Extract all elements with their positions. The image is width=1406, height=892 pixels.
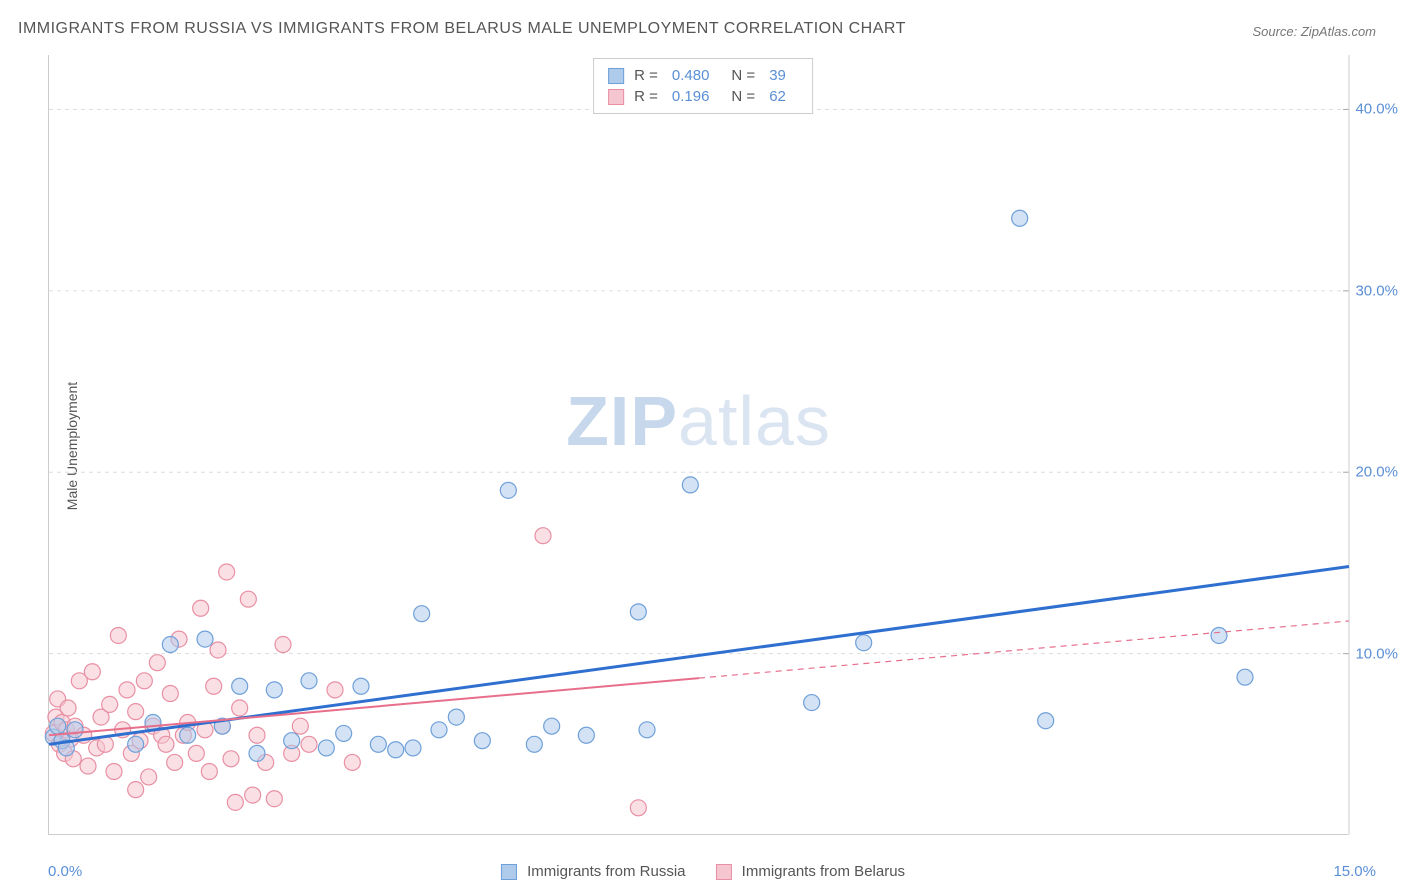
bottom-legend: Immigrants from Russia Immigrants from B… [501, 863, 905, 880]
stats-legend-box: R = 0.480 N = 39 R = 0.196 N = 62 [593, 58, 813, 114]
legend-item-belarus: Immigrants from Belarus [716, 863, 906, 880]
y-tick-label: 20.0% [1355, 464, 1398, 481]
legend-label-belarus: Immigrants from Belarus [742, 863, 905, 880]
swatch-belarus-icon [716, 864, 732, 880]
n-value-belarus: 62 [769, 88, 786, 105]
r-label: R = [634, 88, 658, 105]
legend-item-russia: Immigrants from Russia [501, 863, 686, 880]
n-value-russia: 39 [769, 67, 786, 84]
x-tick-min: 0.0% [48, 863, 82, 880]
source-label: Source: ZipAtlas.com [1252, 24, 1376, 39]
swatch-russia-icon [608, 68, 624, 84]
y-tick-label: 30.0% [1355, 282, 1398, 299]
n-label: N = [731, 67, 755, 84]
r-label: R = [634, 67, 658, 84]
stats-row-russia: R = 0.480 N = 39 [608, 65, 798, 86]
r-value-russia: 0.480 [672, 67, 710, 84]
y-tick-label: 10.0% [1355, 645, 1398, 662]
chart-title: IMMIGRANTS FROM RUSSIA VS IMMIGRANTS FRO… [18, 20, 906, 38]
scatter-svg [49, 55, 1348, 834]
legend-label-russia: Immigrants from Russia [527, 863, 685, 880]
swatch-russia-icon [501, 864, 517, 880]
x-tick-max: 15.0% [1333, 863, 1376, 880]
r-value-belarus: 0.196 [672, 88, 710, 105]
stats-row-belarus: R = 0.196 N = 62 [608, 86, 798, 107]
plot-area: ZIPatlas [48, 55, 1348, 835]
y-tick-label: 40.0% [1355, 101, 1398, 118]
swatch-belarus-icon [608, 89, 624, 105]
n-label: N = [731, 88, 755, 105]
